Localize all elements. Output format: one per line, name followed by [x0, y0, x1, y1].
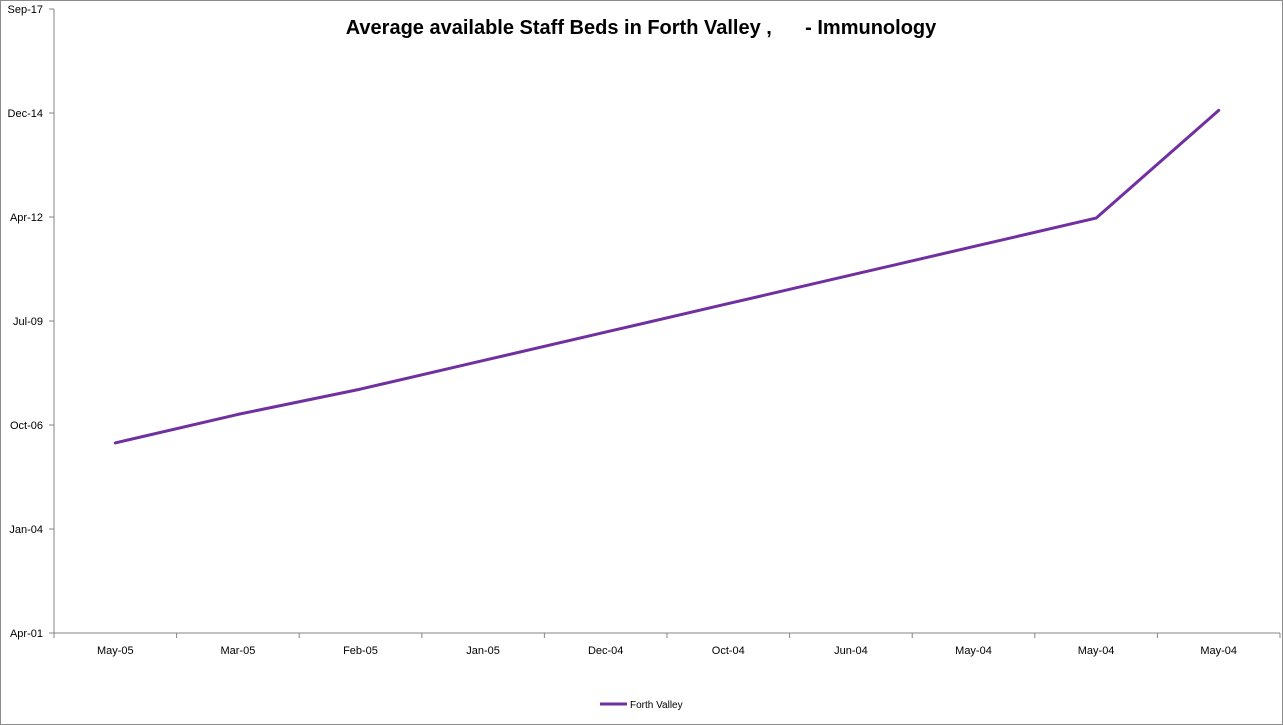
- y-tick-label: Dec-14: [8, 108, 43, 120]
- legend-label: Forth Valley: [630, 700, 683, 711]
- y-tick-label: Apr-01: [10, 628, 43, 640]
- chart-title: Average available Staff Beds in Forth Va…: [346, 17, 937, 39]
- x-tick-label: May-04: [1200, 645, 1237, 657]
- axes: [53, 9, 1280, 634]
- legend: Forth Valley: [600, 700, 683, 711]
- x-axis-ticks: May-05 Mar-05 Feb-05 Jan-05 Dec-04 Oct-04 Jun-…: [53, 633, 1281, 657]
- y-tick-label: Jan-04: [9, 524, 43, 536]
- x-tick-label: Jun-04: [834, 645, 868, 657]
- x-tick-label: May-04: [1078, 645, 1115, 657]
- x-tick-label: Feb-05: [343, 645, 378, 657]
- x-tick-label: May-04: [955, 645, 992, 657]
- y-tick-label: Jul-09: [13, 316, 43, 328]
- x-tick-label: Oct-04: [712, 645, 745, 657]
- y-tick-label: Apr-12: [10, 212, 43, 224]
- x-tick-label: Jan-05: [466, 645, 500, 657]
- x-tick-label: Dec-04: [588, 645, 623, 657]
- x-tick-label: May-05: [97, 645, 134, 657]
- y-tick-label: Oct-06: [10, 420, 43, 432]
- series-line: [113, 108, 1221, 445]
- y-tick-label: Sep-17: [8, 4, 43, 16]
- series-layer: [113, 108, 1221, 445]
- y-axis-ticks: Apr-01 Jan-04 Oct-06 Jul-09 Apr-12 Dec-14 Sep-…: [8, 4, 54, 640]
- x-tick-label: Mar-05: [220, 645, 255, 657]
